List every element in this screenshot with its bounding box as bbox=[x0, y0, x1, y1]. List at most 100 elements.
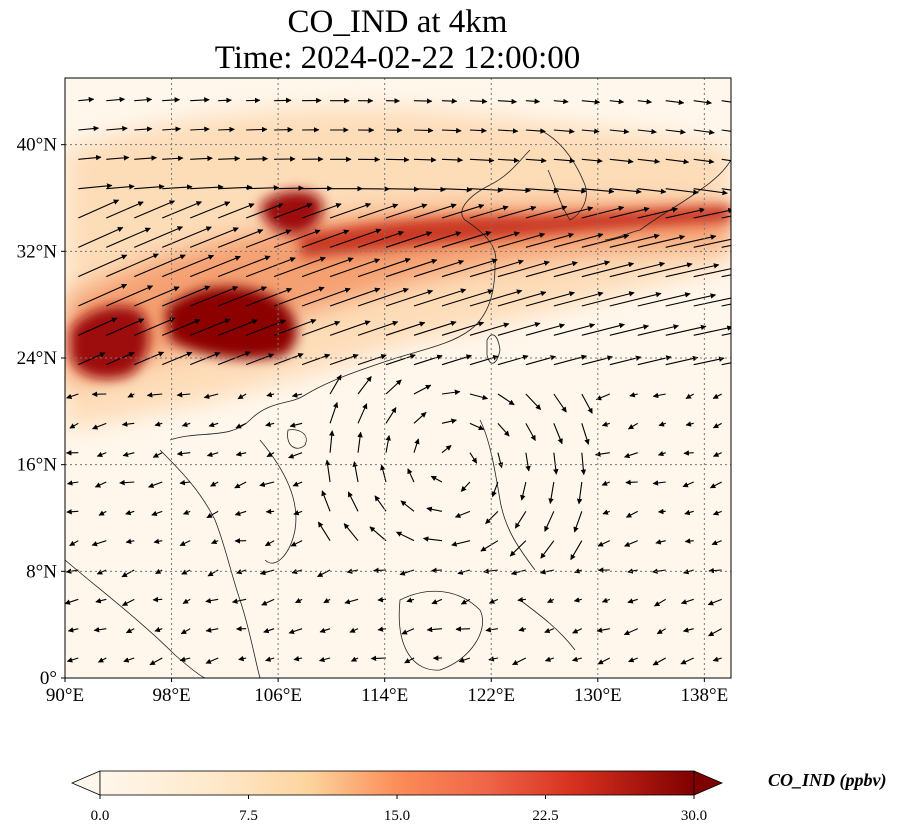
wind-arrow bbox=[553, 452, 559, 475]
wind-arrow bbox=[95, 598, 107, 604]
wind-arrow bbox=[265, 421, 275, 427]
wind-arrow bbox=[205, 657, 219, 664]
wind-arrow bbox=[125, 509, 135, 516]
wind-arrow bbox=[273, 256, 326, 278]
wind-arrow bbox=[441, 445, 452, 454]
wind-arrow bbox=[573, 511, 583, 533]
wind-arrow bbox=[497, 128, 519, 134]
wind-arrow bbox=[357, 403, 368, 424]
wind-arrow bbox=[406, 597, 415, 603]
colorbar-ticks: 0.0 7.5 15.0 22.5 30.0 bbox=[91, 795, 707, 824]
wind-arrow bbox=[273, 318, 317, 336]
wind-arrow bbox=[259, 481, 275, 488]
wind-arrow bbox=[625, 479, 638, 486]
wind-arrow bbox=[261, 598, 275, 606]
lat-tick-label: 16°N bbox=[17, 455, 58, 476]
colorbar-extend-min bbox=[70, 770, 101, 796]
wind-arrow bbox=[548, 481, 555, 504]
wind-arrow bbox=[329, 401, 339, 424]
wind-arrow bbox=[721, 274, 731, 278]
colorbar-tick-label: 0.0 bbox=[91, 808, 110, 824]
wind-arrow bbox=[264, 540, 275, 547]
wind-arrow bbox=[78, 125, 100, 132]
wind-arrow bbox=[509, 540, 527, 557]
colorbar-gradient bbox=[99, 770, 695, 796]
wind-arrow bbox=[301, 203, 342, 219]
wind-arrow bbox=[441, 258, 498, 278]
wind-arrow bbox=[343, 523, 359, 542]
wind-arrow bbox=[217, 351, 251, 366]
wind-arrow bbox=[208, 422, 219, 428]
wind-arrow bbox=[246, 156, 269, 162]
wind-arrow bbox=[693, 99, 713, 106]
wind-arrow bbox=[518, 626, 527, 632]
lat-tick-label: 40°N bbox=[17, 135, 58, 156]
wind-arrow bbox=[553, 206, 594, 219]
wind-arrow bbox=[329, 202, 372, 219]
wind-arrow bbox=[344, 598, 359, 605]
wind-arrow bbox=[162, 155, 184, 162]
wind-arrow bbox=[182, 598, 191, 604]
wind-arrow bbox=[370, 655, 387, 662]
wind-arrow bbox=[151, 510, 163, 516]
wind-arrow bbox=[237, 393, 247, 400]
lat-tick-label: 0° bbox=[40, 668, 57, 689]
wind-arrow bbox=[683, 568, 694, 575]
wind-arrow bbox=[581, 261, 635, 278]
map-frame bbox=[64, 77, 732, 679]
wind-arrow bbox=[525, 393, 542, 411]
wind-arrow bbox=[581, 393, 593, 414]
wind-arrow bbox=[190, 318, 231, 336]
wind-arrow bbox=[134, 317, 176, 336]
wind-arrow bbox=[134, 200, 176, 219]
wind-arrow bbox=[162, 319, 201, 336]
wind-arrow bbox=[441, 157, 464, 163]
wind-arrow bbox=[413, 98, 433, 104]
wind-arrow bbox=[469, 157, 495, 164]
wind-arrow bbox=[357, 376, 372, 395]
wind-arrow bbox=[106, 125, 128, 132]
lon-tick-label: 106°E bbox=[254, 685, 302, 706]
wind-arrow bbox=[78, 183, 113, 190]
wind-arrow bbox=[480, 540, 499, 552]
wind-arrow bbox=[401, 628, 415, 635]
lon-tick-label: 138°E bbox=[681, 685, 729, 706]
wind-arrow bbox=[497, 232, 546, 248]
wind-arrow bbox=[665, 207, 706, 219]
lat-tick-label: 8°N bbox=[26, 561, 57, 582]
wind-arrow bbox=[380, 464, 387, 483]
wind-arrow bbox=[121, 569, 135, 578]
wind-arrow bbox=[553, 232, 604, 248]
wind-arrow bbox=[657, 450, 666, 457]
wind-arrow bbox=[652, 657, 666, 666]
wind-arrow bbox=[497, 354, 529, 366]
wind-arrow bbox=[497, 422, 510, 437]
wind-arrow bbox=[637, 188, 667, 195]
wind-arrow bbox=[576, 481, 583, 505]
wind-arrow bbox=[385, 321, 426, 336]
wind-arrow bbox=[684, 509, 694, 516]
wind-arrow bbox=[106, 155, 130, 161]
wind-arrow bbox=[106, 318, 145, 336]
wind-arrow bbox=[66, 480, 79, 486]
wind-arrow bbox=[162, 97, 181, 103]
wind-arrow bbox=[96, 569, 107, 575]
wind-arrow bbox=[712, 393, 722, 399]
lon-tick-label: 98°E bbox=[152, 685, 190, 706]
wind-arrow bbox=[217, 203, 255, 219]
wind-arrow bbox=[218, 184, 253, 191]
wind-arrow bbox=[665, 324, 707, 336]
coastline-sumatra bbox=[65, 559, 206, 678]
wind-arrow bbox=[721, 129, 731, 132]
co-plume-west bbox=[70, 306, 149, 379]
wind-arrow bbox=[553, 354, 588, 366]
wind-arrow bbox=[469, 322, 510, 336]
wind-arrow bbox=[180, 628, 191, 635]
wind-arrow bbox=[152, 596, 163, 603]
map-plot-area bbox=[65, 78, 731, 678]
wind-arrow bbox=[525, 423, 536, 441]
wind-arrow bbox=[454, 510, 471, 518]
wind-arrow bbox=[106, 351, 135, 366]
wind-arrow bbox=[525, 187, 560, 194]
